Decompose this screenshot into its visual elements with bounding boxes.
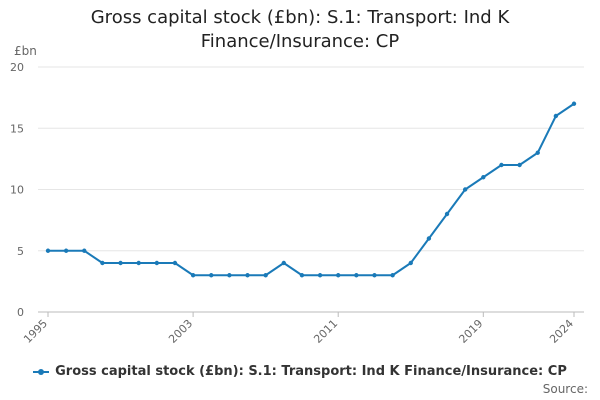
data-point[interactable] (553, 113, 559, 119)
legend-label: Gross capital stock (£bn): S.1: Transpor… (55, 364, 567, 379)
data-point[interactable] (45, 248, 51, 253)
data-point[interactable] (82, 248, 87, 253)
source-label: Source: (542, 382, 588, 396)
data-point[interactable] (317, 273, 323, 278)
data-point[interactable] (408, 260, 413, 266)
gridlines (38, 66, 584, 313)
y-tick-label: 10 (10, 184, 24, 197)
x-tick-label: 2024 (547, 317, 576, 346)
x-tick-label: 2003 (166, 317, 195, 346)
data-point[interactable] (63, 248, 69, 253)
data-point[interactable] (354, 273, 359, 278)
data-point[interactable] (209, 273, 214, 278)
data-point[interactable] (444, 211, 450, 217)
data-point[interactable] (136, 260, 141, 266)
x-axis-ticks: 1995 2003 2011 2019 2024 (21, 312, 576, 346)
data-point[interactable] (281, 260, 286, 266)
data-point[interactable] (190, 273, 196, 278)
y-tick-label: 20 (10, 61, 24, 74)
data-point[interactable] (426, 236, 432, 241)
data-point[interactable] (245, 273, 250, 278)
data-point[interactable] (227, 273, 232, 278)
legend-swatch (33, 368, 50, 375)
data-point[interactable] (499, 162, 504, 168)
x-tick-label: 1995 (21, 317, 50, 346)
y-axis-ticks: 0 5 10 15 20 (10, 61, 24, 319)
chart-title: Gross capital stock (£bn): S.1: Transpor… (0, 6, 600, 54)
data-point[interactable] (263, 273, 268, 278)
data-point[interactable] (299, 273, 305, 278)
data-point[interactable] (462, 187, 468, 192)
series-group (45, 101, 577, 278)
x-tick-label: 2019 (456, 317, 485, 346)
legend[interactable]: Gross capital stock (£bn): S.1: Transpor… (0, 364, 600, 379)
data-point[interactable] (118, 260, 123, 266)
data-point[interactable] (517, 162, 522, 168)
y-tick-label: 0 (17, 306, 24, 319)
data-point[interactable] (481, 175, 486, 180)
y-tick-label: 5 (17, 245, 24, 258)
y-tick-label: 15 (10, 122, 24, 135)
x-tick-label: 2011 (311, 317, 340, 346)
data-point[interactable] (154, 260, 160, 266)
data-point[interactable] (100, 260, 105, 266)
data-point[interactable] (571, 101, 577, 106)
data-point[interactable] (372, 273, 377, 278)
series-line (48, 102, 575, 277)
data-point[interactable] (172, 260, 178, 266)
chart-title-line-1: Gross capital stock (£bn): S.1: Transpor… (90, 7, 510, 28)
data-point[interactable] (535, 150, 540, 155)
y-axis-label: £bn (14, 44, 37, 58)
chart-title-line-2: Finance/Insurance: CP (200, 31, 400, 52)
data-point[interactable] (390, 273, 395, 278)
data-point[interactable] (336, 273, 341, 278)
